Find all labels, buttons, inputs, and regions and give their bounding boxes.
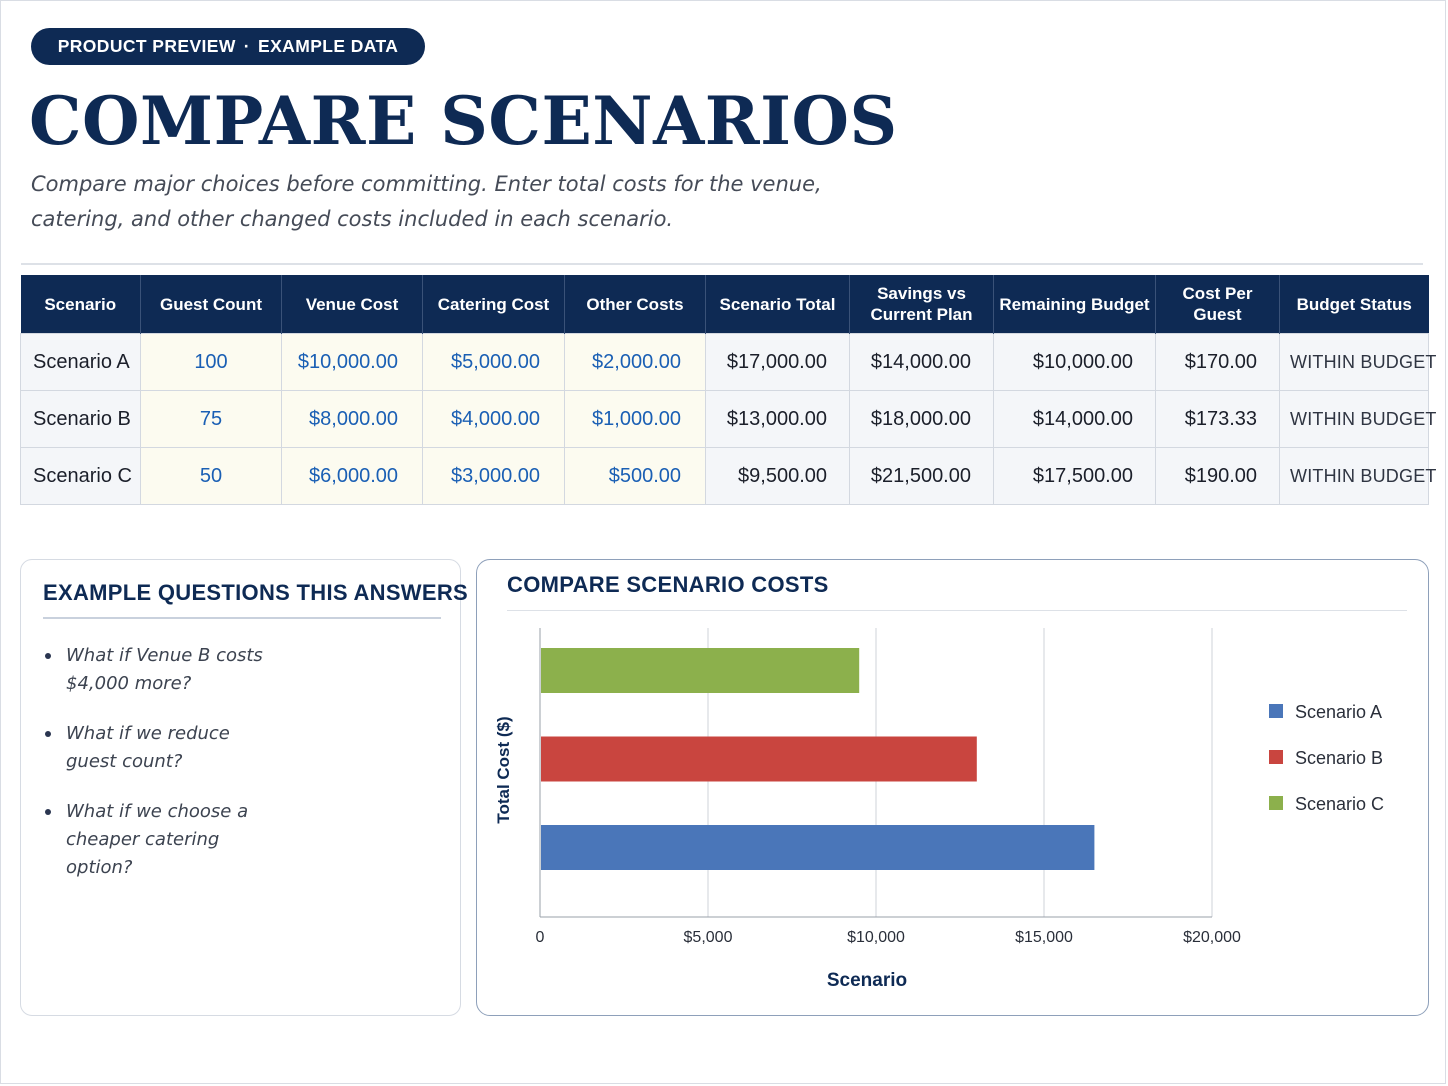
- column-header: Scenario Total: [705, 275, 850, 334]
- input-cell[interactable]: $4,000.00: [422, 390, 565, 448]
- table-row: Scenario C 50 $6,000.00 $3,000.00 $500.00 $9,…: [20, 447, 1436, 505]
- question-text: What if we reduce guest count?: [66, 723, 230, 772]
- input-cell[interactable]: $500.00: [564, 447, 706, 505]
- column-header: Scenario: [20, 275, 141, 334]
- legend-swatch-scenario-c: [1269, 796, 1283, 810]
- product-preview-badge: PRODUCT PREVIEW · EXAMPLE DATA: [31, 28, 425, 65]
- page-title: COMPARE SCENARIOS: [29, 82, 898, 160]
- calculated-cell: $14,000.00: [993, 390, 1156, 448]
- budget-status-cell: WITHIN BUDGET: [1279, 333, 1436, 391]
- input-cell[interactable]: $10,000.00: [281, 333, 423, 391]
- x-tick-label: $15,000: [1015, 929, 1073, 946]
- column-header: Cost Per Guest: [1155, 275, 1280, 334]
- budget-status-cell: WITHIN BUDGET: [1279, 390, 1436, 448]
- example-questions-panel: EXAMPLE QUESTIONS THIS ANSWERS What if V…: [20, 559, 468, 1016]
- column-header: Catering Cost: [422, 275, 565, 334]
- question-text: What if Venue B costs $4,000 more?: [66, 645, 263, 694]
- bar-scenario-b: [541, 736, 977, 782]
- calculated-cell: $18,000.00: [849, 390, 994, 448]
- calculated-cell: $10,000.00: [993, 333, 1156, 391]
- column-header: Remaining Budget: [993, 275, 1156, 334]
- bullet-icon: [45, 731, 51, 737]
- scenario-name-cell: Scenario A: [20, 333, 141, 391]
- x-axis-title: Scenario: [827, 970, 907, 991]
- scenario-table: Scenario Guest Count Venue Cost Catering Co…: [20, 275, 1436, 505]
- questions-title: EXAMPLE QUESTIONS THIS ANSWERS: [43, 580, 468, 619]
- x-tick-label: 0: [536, 929, 545, 946]
- chart-title: COMPARE SCENARIO COSTS: [507, 572, 1407, 611]
- column-header: Budget Status: [1279, 275, 1429, 334]
- column-header: Other Costs: [564, 275, 706, 334]
- scenario-name-cell: Scenario B: [20, 390, 141, 448]
- column-header: Savings vs Current Plan: [849, 275, 994, 334]
- table-row: Scenario B 75 $8,000.00 $4,000.00 $1,000.00 $…: [20, 390, 1436, 448]
- calculated-cell: $17,500.00: [993, 447, 1156, 505]
- calculated-cell: $170.00: [1155, 333, 1280, 391]
- legend-swatch-scenario-a: [1269, 704, 1283, 718]
- bullet-icon: [45, 653, 51, 659]
- calculated-cell: $173.33: [1155, 390, 1280, 448]
- badge-right-text: EXAMPLE DATA: [258, 36, 399, 56]
- legend-swatch-scenario-b: [1269, 750, 1283, 764]
- question-item: What if we reduce guest count?: [43, 720, 283, 776]
- page-subtitle: Compare major choices before committing.…: [31, 172, 822, 231]
- scenario-name-cell: Scenario C: [20, 447, 141, 505]
- bar-scenario-c: [541, 648, 860, 693]
- question-item: What if Venue B costs $4,000 more?: [43, 642, 283, 698]
- input-cell[interactable]: 50: [140, 447, 282, 505]
- table-header-row: Scenario Guest Count Venue Cost Catering Co…: [20, 275, 1429, 334]
- bullet-icon: [45, 809, 51, 815]
- calculated-cell: $9,500.00: [705, 447, 850, 505]
- input-cell[interactable]: $3,000.00: [422, 447, 565, 505]
- calculated-cell: $21,500.00: [849, 447, 994, 505]
- input-cell[interactable]: $8,000.00: [281, 390, 423, 448]
- legend-label: Scenario A: [1295, 702, 1382, 722]
- calculated-cell: $14,000.00: [849, 333, 994, 391]
- x-tick-label: $10,000: [847, 929, 905, 946]
- x-tick-label: $5,000: [684, 929, 733, 946]
- legend-label: Scenario C: [1295, 794, 1384, 814]
- header-divider: [21, 263, 1423, 265]
- badge-separator: ·: [243, 36, 251, 56]
- input-cell[interactable]: $6,000.00: [281, 447, 423, 505]
- bar-scenario-a: [541, 825, 1095, 870]
- scenario-cost-chart-panel: COMPARE SCENARIO COSTS 0 $5,000 $10,000 $15…: [476, 559, 1429, 1016]
- calculated-cell: $13,000.00: [705, 390, 850, 448]
- y-axis-title: Total Cost ($): [494, 716, 513, 823]
- input-cell[interactable]: $5,000.00: [422, 333, 565, 391]
- budget-status-cell: WITHIN BUDGET: [1279, 447, 1436, 505]
- x-tick-label: $20,000: [1183, 929, 1241, 946]
- column-header: Guest Count: [140, 275, 282, 334]
- question-text: What if we choose a cheaper catering opt…: [66, 801, 249, 878]
- calculated-cell: $190.00: [1155, 447, 1280, 505]
- input-cell[interactable]: 75: [140, 390, 282, 448]
- legend-label: Scenario B: [1295, 748, 1383, 768]
- input-cell[interactable]: $2,000.00: [564, 333, 706, 391]
- badge-left-text: PRODUCT PREVIEW: [57, 36, 236, 56]
- scenario-cost-chart: 0 $5,000 $10,000 $15,000 $20,000 Scenario Tota…: [494, 628, 1384, 991]
- input-cell[interactable]: 100: [140, 333, 282, 391]
- column-header: Venue Cost: [281, 275, 423, 334]
- input-cell[interactable]: $1,000.00: [564, 390, 706, 448]
- question-item: What if we choose a cheaper catering opt…: [43, 798, 283, 882]
- questions-list: What if Venue B costs $4,000 more? What i…: [43, 642, 283, 904]
- table-row: Scenario A 100 $10,000.00 $5,000.00 $2,000.0…: [20, 333, 1436, 391]
- calculated-cell: $17,000.00: [705, 333, 850, 391]
